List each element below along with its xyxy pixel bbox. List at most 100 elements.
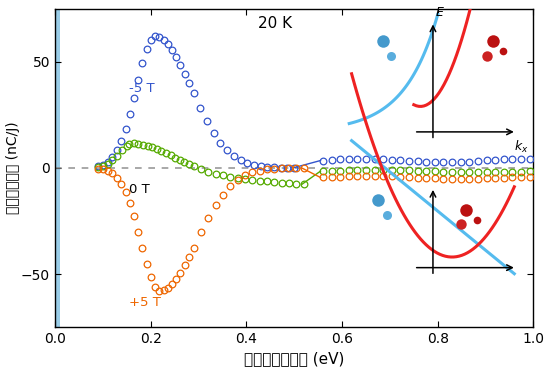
Bar (57, 9, 58, 327)
Bar (56, 9, 58, 327)
Bar (56, 9, 58, 327)
Bar (56, 9, 57, 327)
Bar (56, 9, 57, 327)
Bar (56, 9, 57, 327)
Bar (56, 9, 57, 327)
Bar (55, 9, 57, 327)
Bar (56, 9, 58, 327)
Bar (56, 9, 57, 327)
Bar (56, 9, 57, 327)
Bar (56, 9, 57, 327)
Bar (55, 9, 57, 327)
Bar (56, 9, 58, 327)
Bar (56, 9, 57, 327)
Text: +5 T: +5 T (129, 296, 161, 309)
Bar (55, 9, 57, 327)
Bar (56, 9, 57, 327)
Bar (57, 9, 58, 327)
Bar (55, 9, 57, 327)
Bar (55, 9, 57, 327)
Bar (55, 9, 57, 327)
Bar (57, 9, 58, 327)
Bar (56, 9, 57, 327)
Bar (56, 9, 57, 327)
Text: $k_x$: $k_x$ (514, 139, 529, 155)
Bar (56, 9, 58, 327)
Bar (55, 9, 57, 327)
Bar (56, 9, 58, 327)
Bar (55, 9, 57, 327)
Bar (56, 9, 58, 327)
Bar (56, 9, 57, 327)
Bar (55, 9, 57, 327)
Bar (56, 9, 57, 327)
Y-axis label: 規格化光電流 (nC/J): 規格化光電流 (nC/J) (6, 122, 20, 214)
Bar (55, 9, 57, 327)
Bar (56, 9, 58, 327)
Bar (55, 9, 57, 327)
Bar (56, 9, 57, 327)
Bar (56, 9, 57, 327)
Bar (56, 9, 58, 327)
Text: 20 K: 20 K (258, 16, 292, 31)
Bar (55, 9, 57, 327)
Bar (55, 9, 57, 327)
Bar (56, 9, 58, 327)
Bar (56, 9, 57, 327)
Bar (55, 9, 57, 327)
Bar (56, 9, 57, 327)
Bar (57, 9, 58, 327)
Bar (55, 9, 57, 327)
Bar (56, 9, 58, 327)
Bar (56, 9, 57, 327)
Bar (56, 9, 57, 327)
Bar (55, 9, 57, 327)
Bar (56, 9, 58, 327)
Bar (56, 9, 58, 327)
Bar (55, 9, 57, 327)
Bar (55, 9, 57, 327)
Bar (56, 9, 58, 327)
Bar (55, 9, 57, 327)
Bar (56, 9, 57, 327)
Bar (56, 9, 58, 327)
Bar (56, 9, 57, 327)
Bar (56, 9, 58, 327)
Bar (56, 9, 58, 327)
Bar (56, 9, 57, 327)
Bar (57, 9, 58, 327)
Bar (56, 9, 57, 327)
Bar (55, 9, 57, 327)
Bar (56, 9, 57, 327)
Bar (56, 9, 57, 327)
Bar (56, 9, 58, 327)
Bar (55, 9, 57, 327)
Bar (56, 9, 58, 327)
Bar (56, 9, 57, 327)
Bar (57, 9, 58, 327)
Bar (56, 9, 58, 327)
Bar (56, 9, 57, 327)
Bar (56, 9, 57, 327)
Bar (56, 9, 58, 327)
Bar (57, 9, 58, 327)
Bar (56, 9, 58, 327)
Bar (57, 9, 58, 327)
Bar (57, 9, 58, 327)
Bar (56, 9, 57, 327)
Bar (56, 9, 57, 327)
Bar (56, 9, 57, 327)
Bar (56, 9, 58, 327)
Bar (56, 9, 57, 327)
Bar (56, 9, 57, 327)
Bar (56, 9, 57, 327)
Bar (56, 9, 58, 327)
Bar (55, 9, 57, 327)
Bar (55, 9, 57, 327)
Bar (56, 9, 57, 327)
Bar (55, 9, 57, 327)
Bar (57, 9, 58, 327)
Bar (55, 9, 57, 327)
Bar (56, 9, 58, 327)
Bar (56, 9, 58, 327)
